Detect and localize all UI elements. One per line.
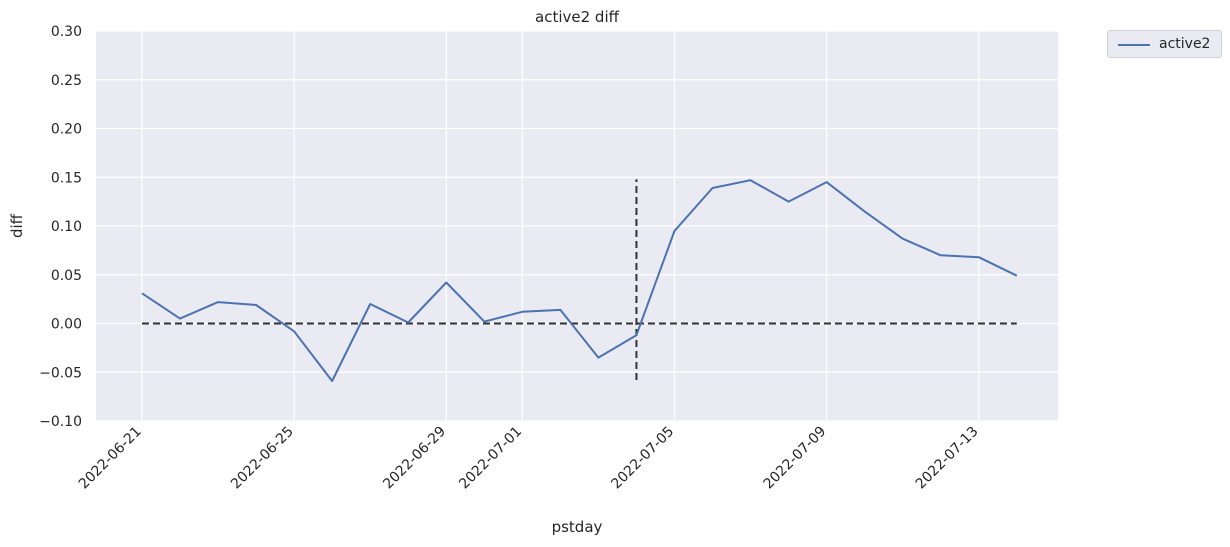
- legend-line-active2: [1118, 44, 1150, 46]
- y-tick-label: −0.05: [39, 365, 82, 381]
- x-tick-label: 2022-07-01: [456, 424, 525, 493]
- y-tick-label: 0.15: [51, 170, 82, 186]
- chart-title: active2 diff: [535, 8, 620, 26]
- series-line-active2: [141, 179, 1018, 382]
- y-tick-label: −0.10: [39, 414, 82, 430]
- y-tick-labels: −0.10 −0.05 0.00 0.05 0.10 0.15 0.20 0.25 0.30: [39, 24, 82, 430]
- x-axis-label: pstday: [552, 518, 603, 536]
- legend: active2: [1107, 30, 1222, 58]
- x-tick-label: 2022-06-25: [228, 424, 297, 493]
- y-tick-label: 0.30: [51, 24, 82, 40]
- reference-lines: [141, 179, 1017, 381]
- x-tick-label: 2022-06-21: [76, 424, 145, 493]
- series-layer: [141, 179, 1018, 382]
- x-tick-label: 2022-07-05: [608, 424, 677, 493]
- y-tick-label: 0.20: [51, 122, 82, 138]
- y-tick-label: 0.00: [51, 317, 82, 333]
- y-axis-label: diff: [8, 213, 26, 238]
- y-tick-label: 0.05: [51, 268, 82, 284]
- x-tick-label: 2022-07-09: [761, 424, 830, 493]
- legend-label-active2: active2: [1159, 36, 1211, 52]
- y-tick-label: 0.25: [51, 73, 82, 89]
- x-tick-labels: 2022-06-21 2022-06-25 2022-06-29 2022-07-01…: [76, 424, 982, 493]
- y-tick-label: 0.10: [51, 219, 82, 235]
- x-tick-label: 2022-06-29: [380, 424, 449, 493]
- x-tick-label: 2022-07-13: [913, 424, 982, 493]
